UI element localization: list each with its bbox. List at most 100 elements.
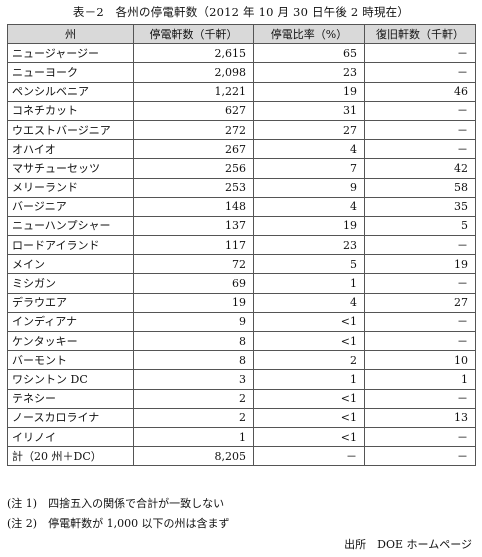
- state-cell: マサチューセッツ: [7, 158, 134, 179]
- column-header-ratio: 停電比率（%）: [253, 23, 365, 45]
- outages-cell: 8: [133, 330, 254, 352]
- state-cell: メリーランド: [7, 177, 134, 198]
- outages-cell: 8: [133, 350, 254, 371]
- restored-cell: －: [364, 311, 476, 333]
- ratio-cell: <1: [253, 388, 365, 409]
- header-row: 州 停電軒数（千軒） 停電比率（%） 復旧軒数（千軒）: [7, 23, 476, 45]
- ratio-cell: 1: [253, 273, 365, 294]
- state-cell: テネシー: [7, 388, 134, 409]
- state-cell: ペンシルベニア: [7, 81, 134, 102]
- table-row: コネチカット 627 31 －: [7, 100, 476, 121]
- restored-cell: 13: [364, 407, 476, 428]
- table-row: ケンタッキー 8 <1 －: [7, 330, 476, 352]
- ratio-cell: 1: [253, 369, 365, 390]
- state-cell: オハイオ: [7, 139, 134, 160]
- outages-cell: 253: [133, 177, 254, 198]
- table-row: メイン 72 5 19: [7, 254, 476, 275]
- outages-cell: 2,615: [133, 43, 254, 64]
- state-cell: デラウエア: [7, 292, 134, 313]
- table-row: メリーランド 253 9 58: [7, 177, 476, 198]
- state-cell: コネチカット: [7, 100, 134, 121]
- note-1: (注 1) 四捨五入の関係で合計が一致しない: [7, 497, 225, 510]
- table-row: ニューヨーク 2,098 23 －: [7, 62, 476, 83]
- table-row: ノースカロライナ 2 <1 13: [7, 407, 476, 428]
- table-row: テネシー 2 <1 －: [7, 388, 476, 409]
- restored-cell: －: [364, 330, 476, 352]
- outages-cell: 272: [133, 119, 254, 141]
- state-cell: ミシガン: [7, 273, 134, 294]
- outage-table: 州 停電軒数（千軒） 停電比率（%） 復旧軒数（千軒） ニュージャージー 2,61…: [7, 23, 476, 467]
- table-row: バージニア 148 4 35: [7, 196, 476, 217]
- outages-cell: 8,205: [133, 446, 254, 467]
- restored-cell: 5: [364, 215, 476, 237]
- table-body: ニュージャージー 2,615 65 －ニューヨーク 2,098 23 －ペンシルベニア 1,2…: [7, 43, 476, 467]
- table-row: イリノイ 1 <1 －: [7, 426, 476, 448]
- table-row: バーモント 8 2 10: [7, 350, 476, 371]
- table-row: ニューハンプシャー 137 19 5: [7, 215, 476, 237]
- state-cell: ニューヨーク: [7, 62, 134, 83]
- outages-cell: 9: [133, 311, 254, 333]
- table-row: オハイオ 267 4 －: [7, 139, 476, 160]
- outages-cell: 2: [133, 388, 254, 409]
- ratio-cell: 2: [253, 350, 365, 371]
- restored-cell: 10: [364, 350, 476, 371]
- ratio-cell: 9: [253, 177, 365, 198]
- restored-cell: 42: [364, 158, 476, 179]
- ratio-cell: 23: [253, 235, 365, 256]
- restored-cell: －: [364, 446, 476, 467]
- ratio-cell: 19: [253, 81, 365, 102]
- restored-cell: －: [364, 139, 476, 160]
- state-cell: ロードアイランド: [7, 235, 134, 256]
- outages-cell: 1: [133, 426, 254, 448]
- restored-cell: －: [364, 273, 476, 294]
- outages-cell: 69: [133, 273, 254, 294]
- restored-cell: 19: [364, 254, 476, 275]
- restored-cell: －: [364, 43, 476, 64]
- table-row: マサチューセッツ 256 7 42: [7, 158, 476, 179]
- state-cell: バーモント: [7, 350, 134, 371]
- table-row: ミシガン 69 1 －: [7, 273, 476, 294]
- outages-cell: 256: [133, 158, 254, 179]
- column-header-outages: 停電軒数（千軒）: [133, 23, 254, 45]
- outages-cell: 267: [133, 139, 254, 160]
- ratio-cell: <1: [253, 330, 365, 352]
- outages-cell: 148: [133, 196, 254, 217]
- state-cell: ニューハンプシャー: [7, 215, 134, 237]
- table-row: ニュージャージー 2,615 65 －: [7, 43, 476, 64]
- ratio-cell: －: [253, 446, 365, 467]
- restored-cell: －: [364, 426, 476, 448]
- ratio-cell: 7: [253, 158, 365, 179]
- ratio-cell: 27: [253, 119, 365, 141]
- ratio-cell: <1: [253, 311, 365, 333]
- state-cell: ウエストバージニア: [7, 119, 134, 141]
- restored-cell: －: [364, 388, 476, 409]
- state-cell: ワシントン DC: [7, 369, 134, 390]
- ratio-cell: 31: [253, 100, 365, 121]
- ratio-cell: 4: [253, 196, 365, 217]
- state-cell: インディアナ: [7, 311, 134, 333]
- restored-cell: －: [364, 100, 476, 121]
- restored-cell: 58: [364, 177, 476, 198]
- ratio-cell: 65: [253, 43, 365, 64]
- state-cell: 計（20 州＋DC）: [7, 446, 134, 467]
- state-cell: バージニア: [7, 196, 134, 217]
- ratio-cell: 23: [253, 62, 365, 83]
- table-row: ウエストバージニア 272 27 －: [7, 119, 476, 141]
- ratio-cell: 19: [253, 215, 365, 237]
- ratio-cell: <1: [253, 426, 365, 448]
- state-cell: イリノイ: [7, 426, 134, 448]
- outages-cell: 137: [133, 215, 254, 237]
- outages-cell: 2: [133, 407, 254, 428]
- table-row: ペンシルベニア 1,221 19 46: [7, 81, 476, 102]
- restored-cell: －: [364, 119, 476, 141]
- outages-cell: 2,098: [133, 62, 254, 83]
- ratio-cell: 4: [253, 292, 365, 313]
- restored-cell: －: [364, 62, 476, 83]
- restored-cell: －: [364, 235, 476, 256]
- outages-cell: 117: [133, 235, 254, 256]
- table-row: ワシントン DC 3 1 1: [7, 369, 476, 390]
- column-header-restored: 復旧軒数（千軒）: [364, 23, 476, 45]
- column-header-state: 州: [7, 23, 134, 45]
- ratio-cell: 5: [253, 254, 365, 275]
- table-row: デラウエア 19 4 27: [7, 292, 476, 313]
